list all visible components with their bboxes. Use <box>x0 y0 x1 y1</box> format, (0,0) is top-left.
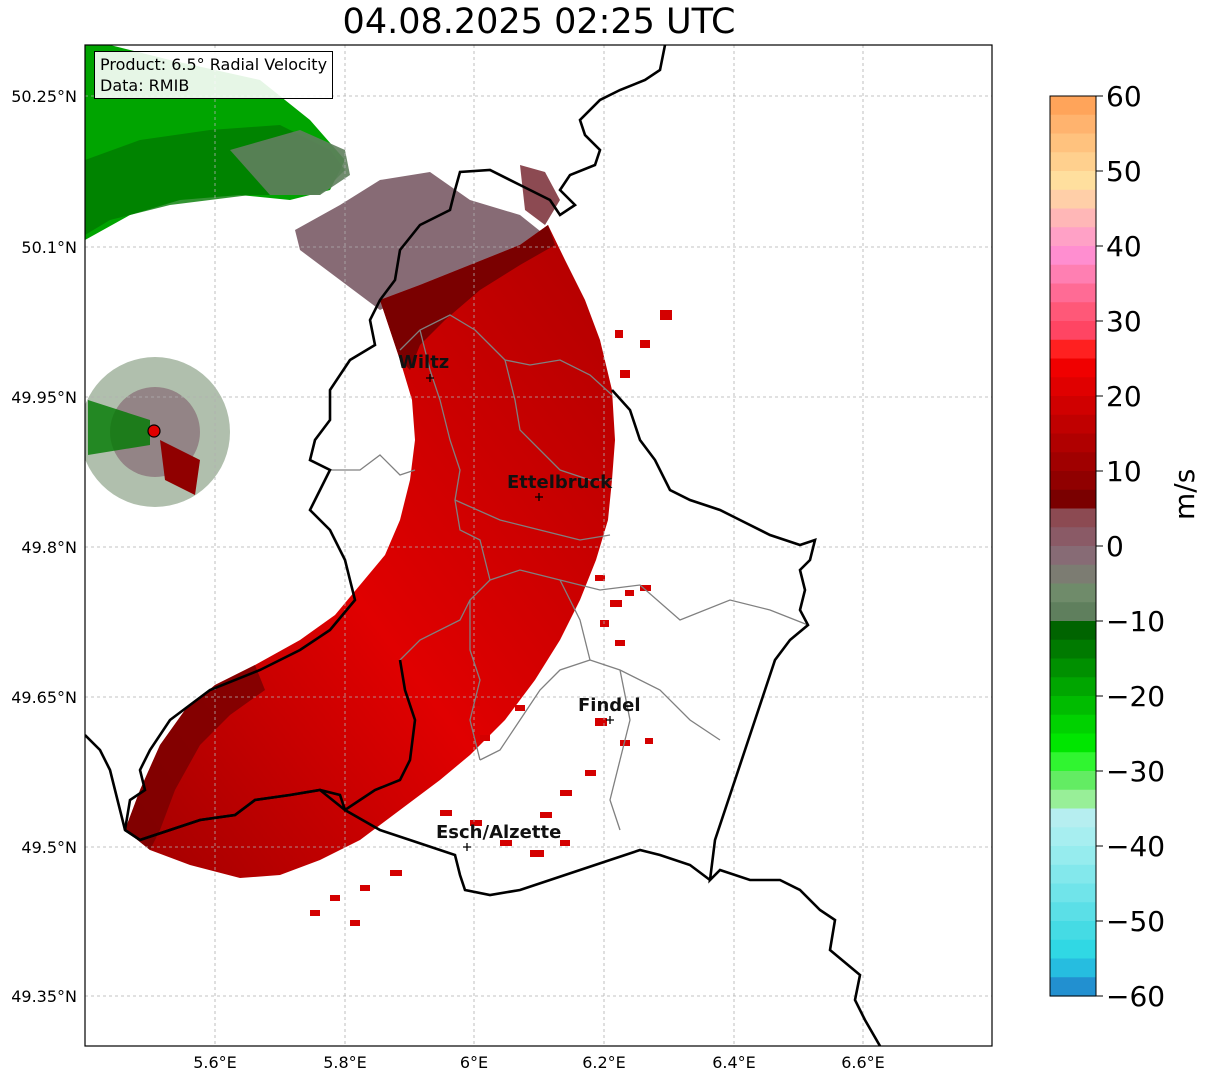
lon-tick-label: 6°E <box>460 1053 488 1072</box>
colorbar-unit-label: m/s <box>1168 468 1201 520</box>
lat-tick-label: 49.5°N <box>21 838 77 857</box>
map-frame <box>84 44 993 1047</box>
lat-tick-label: 49.35°N <box>11 987 77 1006</box>
city-marker-ettelbruck <box>535 493 543 501</box>
lat-tick-label: 49.8°N <box>21 538 77 557</box>
city-marker-findel <box>606 716 614 724</box>
lat-tick-label: 50.25°N <box>11 87 77 106</box>
product-info-box: Product: 6.5° Radial Velocity Data: RMIB <box>94 51 334 99</box>
city-esch-alzette: Esch/Alzette <box>436 822 561 851</box>
lon-tick-label: 6.4°E <box>712 1053 756 1072</box>
data-source-label: Data: RMIB <box>100 76 190 95</box>
city-marker-esch-alzette <box>463 843 471 851</box>
radar-site-marker <box>147 424 161 438</box>
radar-clutter-red <box>160 440 200 495</box>
city-label-esch-alzette: Esch/Alzette <box>436 822 561 843</box>
near-zero-velocity-area <box>295 172 545 310</box>
scattered-echoes <box>310 310 672 926</box>
national-borders <box>85 45 882 1046</box>
lon-tick-labels: 5.6°E 5.8°E 6°E 6.2°E 6.4°E 6.6°E <box>193 1053 885 1072</box>
lat-tick-label: 49.65°N <box>11 688 77 707</box>
lon-tick-label: 5.8°E <box>323 1053 367 1072</box>
map-title: 04.08.2025 02:25 UTC <box>342 2 736 42</box>
lon-tick-label: 5.6°E <box>193 1053 237 1072</box>
city-wiltz: Wiltz <box>398 352 449 382</box>
outbound-velocity-dark-west <box>125 665 265 850</box>
canton-boundaries <box>330 314 809 831</box>
lon-tick-label: 6.2°E <box>582 1053 626 1072</box>
city-label-ettelbruck: Ettelbruck <box>507 472 613 493</box>
radar-clutter-green <box>88 400 150 455</box>
city-label-wiltz: Wiltz <box>398 352 449 373</box>
outbound-velocity-dark <box>380 225 555 370</box>
city-marker-wiltz <box>426 374 434 382</box>
city-findel: Findel <box>578 695 641 724</box>
outbound-velocity-area <box>125 225 615 878</box>
lon-tick-label: 6.6°E <box>841 1053 885 1072</box>
lat-tick-labels: 50.25°N 50.1°N 49.95°N 49.8°N 49.65°N 49… <box>11 87 77 1006</box>
near-zero-green-area <box>230 130 350 195</box>
city-ettelbruck: Ettelbruck <box>507 472 613 501</box>
lat-tick-label: 49.95°N <box>11 388 77 407</box>
city-label-findel: Findel <box>578 695 641 716</box>
lat-tick-label: 50.1°N <box>21 238 77 257</box>
product-label: Product: 6.5° Radial Velocity <box>100 55 328 74</box>
